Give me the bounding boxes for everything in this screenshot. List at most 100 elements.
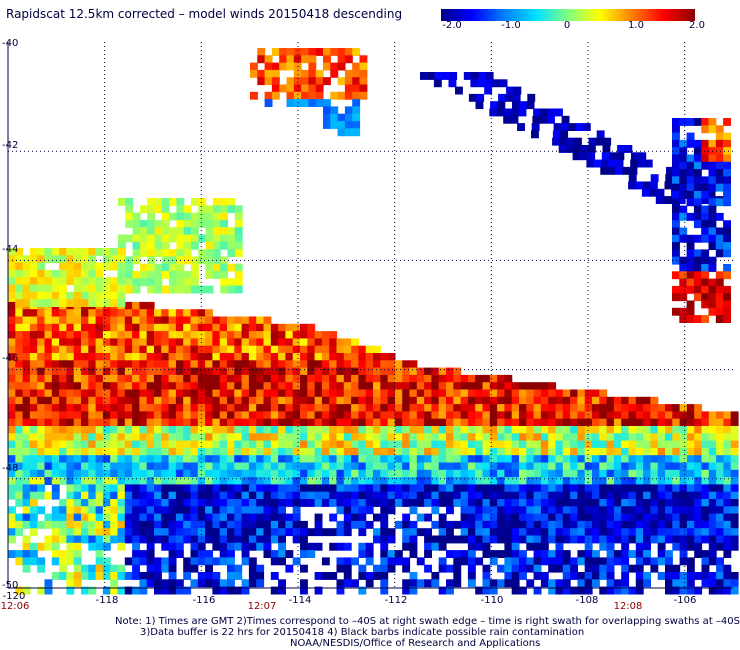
wind-cell <box>256 528 265 537</box>
wind-cell <box>88 396 97 405</box>
wind-cell <box>599 389 608 398</box>
wind-cell <box>88 440 97 449</box>
wind-cell <box>15 513 24 522</box>
wind-cell <box>438 418 447 427</box>
wind-cell <box>577 418 586 427</box>
wind-cell <box>37 323 46 332</box>
wind-cell <box>125 198 134 206</box>
wind-cell <box>686 161 695 170</box>
wind-cell <box>323 113 331 122</box>
wind-cell <box>716 586 724 595</box>
wind-cell <box>139 345 148 354</box>
wind-cell <box>532 115 541 124</box>
wind-cell <box>570 484 578 493</box>
wind-cell <box>220 285 229 294</box>
wind-cell <box>431 579 440 588</box>
wind-cell <box>73 396 82 405</box>
wind-cell <box>365 455 374 464</box>
wind-cell <box>555 564 564 573</box>
wind-cell <box>117 586 126 595</box>
wind-cell <box>198 249 207 257</box>
wind-cell <box>336 484 345 493</box>
wind-cell <box>599 447 608 456</box>
wind-cell <box>161 499 170 507</box>
wind-cell <box>672 586 681 595</box>
wind-cell <box>22 447 31 456</box>
wind-cell <box>146 564 155 573</box>
wind-cell <box>511 491 520 500</box>
wind-cell <box>44 277 53 286</box>
wind-cell <box>613 477 622 485</box>
wind-cell <box>446 462 454 471</box>
wind-cell <box>234 586 243 595</box>
wind-cell <box>132 219 141 228</box>
wind-cell <box>504 396 513 405</box>
wind-cell <box>256 572 265 580</box>
wind-cell <box>570 447 578 456</box>
wind-cell <box>37 586 46 595</box>
wind-cell <box>212 396 221 405</box>
wind-cell <box>88 374 97 383</box>
wind-cell <box>227 411 235 420</box>
wind-cell <box>248 426 257 434</box>
wind-cell <box>613 557 622 566</box>
wind-cell <box>234 338 243 347</box>
wind-cell <box>191 256 199 265</box>
wind-cell <box>424 367 432 376</box>
wind-cell <box>248 542 257 551</box>
wind-cell <box>387 499 396 507</box>
wind-cell <box>380 447 389 456</box>
wind-cell <box>66 542 75 551</box>
wind-cell <box>248 418 257 427</box>
wind-cell <box>175 323 184 332</box>
wind-cell <box>424 564 432 573</box>
wind-cell <box>124 528 133 537</box>
wind-cell <box>592 404 600 412</box>
wind-cell <box>344 77 353 86</box>
wind-cell <box>88 542 97 551</box>
wind-cell <box>548 579 557 588</box>
wind-cell <box>701 557 710 566</box>
wind-cell <box>183 462 192 471</box>
wind-cell <box>394 411 403 420</box>
wind-cell <box>321 484 330 493</box>
wind-cell <box>365 382 374 391</box>
wind-cell <box>307 462 316 471</box>
wind-cell <box>285 338 294 347</box>
wind-cell <box>147 263 156 272</box>
wind-cell <box>475 542 484 551</box>
wind-cell <box>679 404 688 412</box>
wind-cell <box>154 382 162 391</box>
wind-cell <box>416 462 425 471</box>
wind-cell <box>533 528 542 537</box>
wind-cell <box>358 455 367 464</box>
wind-cell <box>169 271 177 279</box>
wind-cell <box>176 227 185 236</box>
wind-cell <box>672 220 680 229</box>
wind-cell <box>562 535 571 544</box>
wind-cell <box>190 542 199 551</box>
wind-cell <box>241 338 250 347</box>
wind-cell <box>314 440 323 449</box>
wind-cell <box>592 484 600 493</box>
wind-cell <box>475 513 484 522</box>
wind-cell <box>205 338 213 347</box>
wind-cell <box>402 586 411 595</box>
wind-cell <box>314 331 323 339</box>
wind-cell <box>95 396 104 405</box>
wind-cell <box>175 367 184 376</box>
wind-cell <box>409 426 418 434</box>
wind-cell <box>621 572 630 580</box>
wind-cell <box>161 520 170 529</box>
wind-cell <box>693 176 702 185</box>
wind-cell <box>132 477 140 485</box>
wind-cell <box>278 477 286 485</box>
wind-cell <box>701 300 710 309</box>
wind-cell <box>672 484 681 493</box>
wind-cell <box>708 205 717 214</box>
wind-cell <box>420 72 428 80</box>
wind-cell <box>555 108 563 117</box>
wind-cell <box>679 256 688 265</box>
wind-cell <box>59 418 67 427</box>
wind-cell <box>205 491 213 500</box>
